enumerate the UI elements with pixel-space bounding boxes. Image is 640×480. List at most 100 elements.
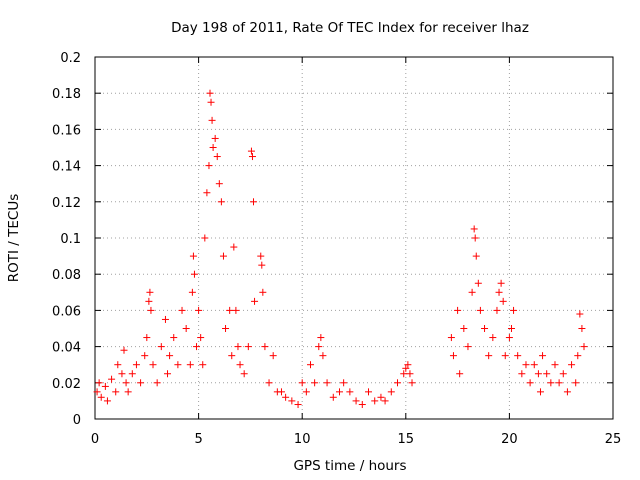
data-point [193,343,201,351]
data-point [219,252,227,260]
data-point [394,379,402,387]
y-tick-label: 0.06 [52,304,81,319]
y-tick-label: 0.1 [60,232,81,247]
y-tick-label: 0 [73,413,81,428]
data-point [481,325,489,332]
x-tick-label: 10 [294,432,311,447]
data-point [190,270,198,278]
data-point [329,393,337,401]
data-point [217,198,225,206]
data-point [530,361,538,369]
data-point [232,306,240,314]
data-point [493,306,501,314]
data-point [189,252,197,260]
data-point [298,379,306,387]
data-point [563,388,571,396]
data-point [206,89,214,97]
data-point [408,379,416,387]
data-points [93,89,588,409]
data-point [381,397,389,405]
data-point [228,352,236,360]
data-point [365,388,373,396]
axis-ticks: 0 5 10 15 20 25 0 0.02 0.04 0.06 0.08 0.1 0.12 0.14 0.… [52,51,621,447]
data-point [209,144,217,151]
data-point [174,361,182,369]
data-point [186,361,194,369]
data-point [222,325,230,332]
data-point [559,370,567,378]
data-point [247,147,255,155]
data-point [234,343,242,351]
data-point [534,370,542,378]
data-point [447,334,455,342]
data-point [404,361,412,369]
x-tick-label: 5 [194,432,202,447]
data-point [470,225,478,233]
data-point [539,352,547,360]
data-point [474,279,482,287]
data-point [112,388,120,396]
data-point [522,361,530,369]
data-point [476,306,484,314]
data-point [449,352,457,360]
data-point [317,334,325,342]
data-point [578,325,586,332]
data-point [464,343,472,351]
data-point [215,180,223,188]
data-point [580,343,588,351]
data-point [456,370,464,378]
data-point [402,364,410,372]
data-point [197,334,205,342]
y-tick-label: 0.2 [60,51,81,66]
data-point [161,315,169,323]
data-point [248,153,256,161]
data-point [118,370,126,378]
data-point [108,375,116,383]
data-point [120,346,128,354]
data-point [141,352,149,360]
data-point [306,361,314,369]
data-point [199,361,207,369]
data-point [576,310,584,318]
data-point [495,288,503,296]
data-point [226,306,234,314]
data-point [497,279,505,287]
data-point [132,361,140,369]
data-point [489,334,497,342]
data-point [323,379,331,387]
data-point [147,306,155,314]
data-point [551,361,559,369]
data-point [149,361,157,369]
data-point [454,306,462,314]
data-point [311,379,319,387]
data-point [505,334,513,342]
data-point [468,288,476,296]
data-point [406,370,414,378]
data-point [103,397,111,405]
y-tick-label: 0.12 [52,196,81,211]
y-tick-label: 0.18 [52,87,81,102]
data-point [277,388,285,396]
data-point [547,379,555,387]
data-point [319,352,327,360]
data-point [501,352,509,360]
data-point [153,379,161,387]
data-point [114,361,122,369]
data-point [207,98,215,106]
data-point [164,370,172,378]
y-tick-label: 0.08 [52,268,81,283]
data-point [170,334,178,342]
data-point [122,379,130,387]
data-point [244,343,252,351]
data-point [259,288,267,296]
x-tick-label: 0 [91,432,99,447]
data-point [335,388,343,396]
data-point [269,352,277,360]
data-point [265,379,273,387]
data-point [213,153,221,161]
data-point [282,393,290,401]
data-point [251,297,259,305]
data-point [387,388,395,396]
data-point [230,243,238,251]
